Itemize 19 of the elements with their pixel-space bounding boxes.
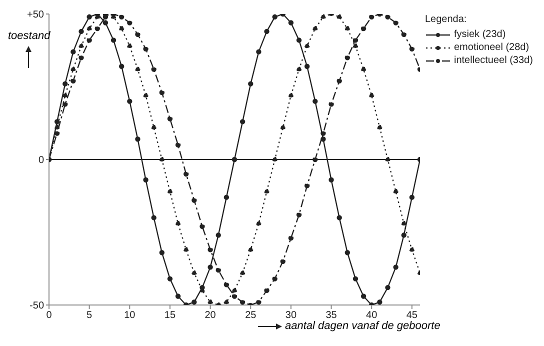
x-axis-title: aantal dagen vanaf de geboorte bbox=[285, 320, 440, 332]
x-tick-label: 40 bbox=[366, 310, 378, 322]
legend-title: Legenda: bbox=[425, 14, 468, 25]
legend-label: fysiek (23d) bbox=[454, 29, 506, 40]
y-axis-title: toestand bbox=[8, 30, 50, 42]
x-tick-label: 30 bbox=[285, 310, 297, 322]
y-tick-label: -50 bbox=[30, 300, 44, 312]
legend-label: emotioneel (28d) bbox=[454, 42, 530, 53]
x-tick-label: 10 bbox=[124, 310, 136, 322]
x-tick-label: 35 bbox=[326, 310, 338, 322]
x-tick-label: 15 bbox=[164, 310, 176, 322]
legend-label: intellectueel (33d) bbox=[454, 55, 533, 66]
x-tick-label: 0 bbox=[46, 310, 52, 322]
x-tick-label: 45 bbox=[406, 310, 418, 322]
x-tick-label: 5 bbox=[86, 310, 93, 322]
y-tick-label: +50 bbox=[27, 10, 44, 21]
x-tick-label: 25 bbox=[245, 310, 257, 322]
y-tick-label: 0 bbox=[38, 155, 44, 166]
x-tick-label: 20 bbox=[204, 310, 216, 322]
